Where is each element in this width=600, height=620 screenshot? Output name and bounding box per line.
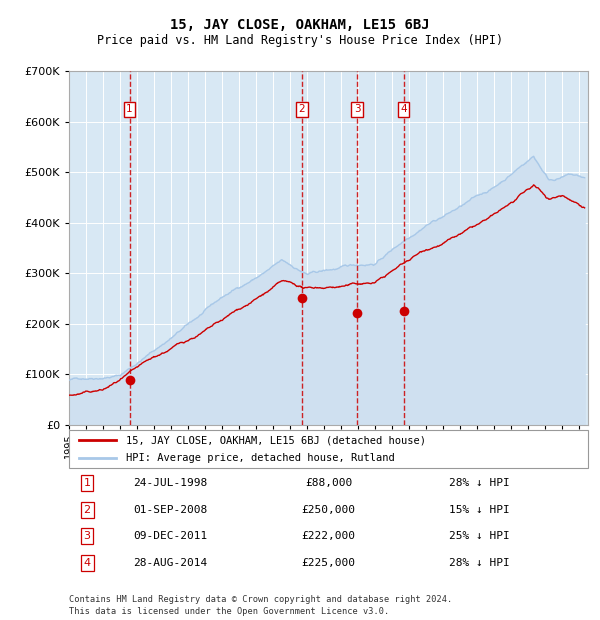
Text: Contains HM Land Registry data © Crown copyright and database right 2024.: Contains HM Land Registry data © Crown c… [69,595,452,604]
Text: This data is licensed under the Open Government Licence v3.0.: This data is licensed under the Open Gov… [69,608,389,616]
Text: 4: 4 [83,558,91,568]
Text: 15, JAY CLOSE, OAKHAM, LE15 6BJ (detached house): 15, JAY CLOSE, OAKHAM, LE15 6BJ (detache… [126,435,426,445]
Text: 28-AUG-2014: 28-AUG-2014 [133,558,208,568]
Text: Price paid vs. HM Land Registry's House Price Index (HPI): Price paid vs. HM Land Registry's House … [97,34,503,46]
Text: £225,000: £225,000 [302,558,355,568]
Text: £88,000: £88,000 [305,478,352,488]
Text: 25% ↓ HPI: 25% ↓ HPI [449,531,509,541]
Text: 15% ↓ HPI: 15% ↓ HPI [449,505,509,515]
Text: 2: 2 [298,104,305,114]
Text: 28% ↓ HPI: 28% ↓ HPI [449,558,509,568]
Text: 28% ↓ HPI: 28% ↓ HPI [449,478,509,488]
Text: 3: 3 [354,104,361,114]
Text: £222,000: £222,000 [302,531,355,541]
Text: 24-JUL-1998: 24-JUL-1998 [133,478,208,488]
Text: 4: 4 [400,104,407,114]
Text: HPI: Average price, detached house, Rutland: HPI: Average price, detached house, Rutl… [126,453,395,464]
Text: £250,000: £250,000 [302,505,355,515]
Text: 2: 2 [83,505,91,515]
Text: 09-DEC-2011: 09-DEC-2011 [133,531,208,541]
Text: 1: 1 [83,478,91,488]
Text: 3: 3 [83,531,91,541]
FancyBboxPatch shape [69,430,588,468]
Text: 15, JAY CLOSE, OAKHAM, LE15 6BJ: 15, JAY CLOSE, OAKHAM, LE15 6BJ [170,18,430,32]
Text: 1: 1 [126,104,133,114]
Text: 01-SEP-2008: 01-SEP-2008 [133,505,208,515]
